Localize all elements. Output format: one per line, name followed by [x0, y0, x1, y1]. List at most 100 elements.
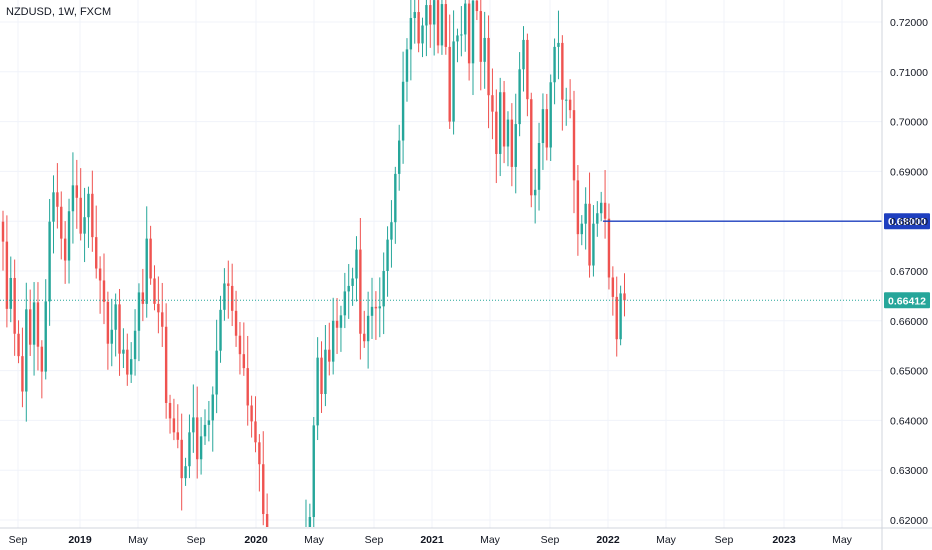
candle-down [359, 249, 362, 334]
candle-up [145, 238, 148, 304]
candle-up [413, 12, 416, 19]
candle-down [176, 432, 180, 440]
candle-up [557, 42, 560, 47]
candle-up [386, 239, 389, 271]
candle-down [56, 192, 59, 207]
last-price-badge [884, 292, 930, 309]
candle-up [440, 4, 444, 46]
candle-up [316, 357, 319, 426]
candle-up [432, 0, 436, 25]
candle-down [444, 4, 448, 47]
x-tick-label: May [656, 534, 677, 546]
candle-up [390, 222, 393, 240]
candle-down [588, 203, 591, 266]
candle-down [98, 268, 102, 281]
candle-up [215, 350, 218, 395]
candle-up [533, 189, 537, 196]
x-tick-label: May [832, 534, 853, 546]
candle-down [467, 3, 471, 64]
candle-up [9, 277, 12, 309]
candle-up [498, 92, 502, 154]
candle-down [40, 346, 44, 372]
x-tick-label: 2019 [68, 534, 92, 546]
candle-up [351, 278, 354, 286]
candle-down [153, 278, 156, 304]
x-tick-label: May [480, 534, 501, 546]
candle-up [347, 285, 350, 292]
y-tick-label: 0.64000 [890, 415, 928, 427]
candle-up [52, 192, 55, 222]
x-tick-label: Sep [365, 534, 384, 546]
y-tick-label: 0.63000 [890, 465, 928, 477]
y-tick-label: 0.69000 [890, 166, 928, 178]
candle-up [471, 0, 475, 64]
candle-up [506, 119, 510, 147]
x-tick-label: May [128, 534, 149, 546]
candle-down [172, 418, 176, 433]
x-tick-label: 2022 [596, 534, 620, 546]
candle-down [60, 206, 63, 239]
y-tick-label: 0.62000 [890, 515, 928, 527]
candle-up [394, 173, 397, 223]
candle-down [495, 111, 498, 154]
candle-down [149, 238, 152, 279]
candle-down [335, 320, 339, 328]
candle-up [456, 35, 459, 42]
candle-down [603, 202, 607, 219]
candle-up [514, 124, 517, 167]
candle-up [308, 517, 312, 527]
candle-down [234, 310, 238, 336]
x-tick-label: Sep [9, 534, 28, 546]
candle-down [141, 292, 145, 304]
y-tick-label: 0.70000 [890, 117, 928, 129]
candle-down [180, 439, 183, 479]
candle-down [530, 99, 533, 196]
x-tick-label: May [304, 534, 325, 546]
candle-down [102, 280, 106, 302]
candle-down [479, 11, 482, 62]
candle-up [71, 185, 75, 212]
candle-down [510, 119, 514, 167]
candle-layer [1, 0, 626, 527]
candle-up [331, 320, 335, 362]
candle-up [312, 425, 315, 518]
horizontal-level-badge [884, 213, 930, 230]
candle-up [67, 211, 71, 261]
candle-down [491, 95, 494, 112]
y-tick-label: 0.67000 [890, 266, 928, 278]
candle-down [417, 12, 420, 44]
candle-down [63, 238, 67, 261]
x-tick-label: Sep [541, 534, 560, 546]
candle-up [114, 304, 117, 330]
overlay-layer: 0.68000 0.66412 [0, 213, 930, 309]
candle-down [448, 46, 451, 122]
candle-up [398, 140, 401, 174]
candle-down [572, 110, 576, 181]
candle-up [32, 302, 36, 345]
candle-down [576, 180, 580, 235]
candle-up [565, 99, 568, 101]
candle-down [250, 405, 253, 422]
candle-up [405, 49, 409, 82]
candle-up [464, 3, 467, 35]
candle-down [320, 357, 323, 395]
candle-up [541, 109, 545, 144]
candle-up [580, 223, 583, 235]
y-tick-label: 0.66000 [890, 316, 928, 328]
candle-up [355, 249, 358, 279]
candle-down [258, 442, 261, 465]
candle-down [242, 354, 246, 369]
candle-down [21, 356, 24, 392]
candle-down [615, 296, 618, 340]
candle-down [568, 99, 572, 111]
candle-up [401, 81, 405, 141]
candle-up [188, 432, 191, 467]
candle-down [161, 312, 164, 327]
candle-down [168, 402, 172, 419]
candle-up [184, 466, 187, 479]
candle-up [25, 309, 28, 392]
candle-up [421, 25, 424, 44]
candle-up [619, 293, 622, 340]
candle-down [429, 5, 432, 25]
